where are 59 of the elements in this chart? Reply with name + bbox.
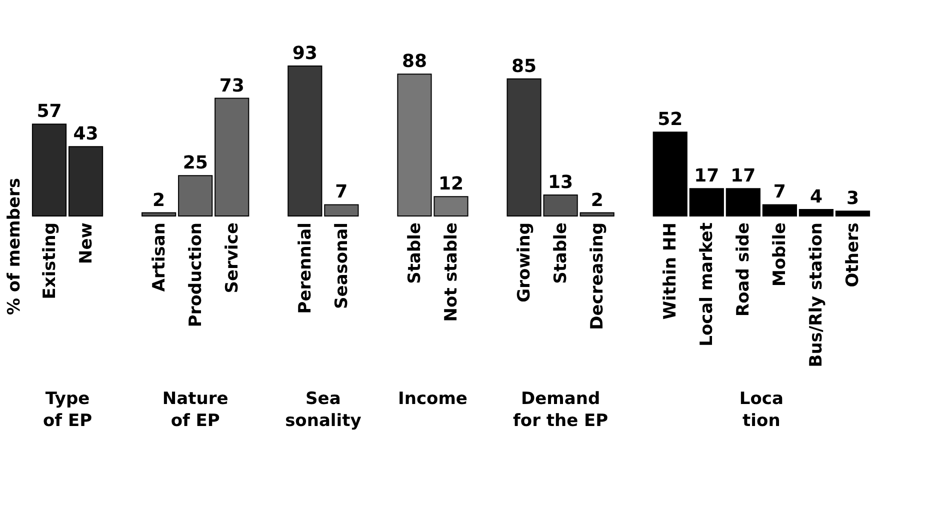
data-label: 17 [694, 166, 720, 187]
text: Type of EP [42, 389, 92, 431]
data-label: 85 [512, 56, 537, 77]
x-tick-label: Production [186, 222, 206, 328]
x-tick-label: Not stable [442, 222, 462, 322]
data-label: 25 [182, 152, 208, 174]
bar [580, 212, 614, 216]
x-tick-label: Road side [734, 222, 754, 316]
x-tick-label: Local market [697, 222, 718, 346]
bar [324, 204, 359, 216]
bar [543, 194, 578, 216]
x-tick-label: Service [222, 222, 242, 294]
data-label: 93 [292, 43, 318, 64]
data-label: 12 [438, 174, 464, 195]
data-label: 73 [219, 75, 244, 96]
data-label: 2 [590, 190, 604, 211]
y-axis-title: % of members [4, 178, 24, 316]
bar [178, 175, 213, 216]
data-label: 2 [152, 190, 166, 211]
text: Demand for the EP [512, 389, 608, 431]
text: Income [398, 389, 468, 409]
data-label: 17 [730, 166, 756, 187]
bar [798, 209, 834, 216]
bar [32, 124, 67, 216]
x-tick-label: Decreasing [588, 222, 608, 330]
text: Loca tion [739, 389, 784, 431]
bar [68, 146, 104, 216]
x-tick-label: Stable [404, 222, 425, 284]
x-tick-label: Existing [40, 222, 60, 300]
bar [689, 188, 724, 216]
x-tick-label: Stable [551, 222, 572, 284]
x-tick-label: Others [843, 222, 864, 288]
text: Nature of EP [162, 389, 228, 431]
x-tick-label: Bus/Rly station [806, 222, 827, 368]
x-tick-label: Growing [514, 222, 535, 302]
data-label: 7 [773, 182, 786, 203]
bar [506, 78, 542, 216]
bar [726, 188, 760, 216]
bar [835, 210, 870, 216]
x-tick-label: Perennial [295, 222, 316, 314]
data-label: 7 [335, 182, 348, 203]
x-tick-label: Seasonal [332, 222, 352, 309]
data-label: 88 [402, 51, 428, 72]
text: Sea sonality [285, 389, 362, 431]
data-label: 4 [810, 186, 822, 208]
x-tick-label: Artisan [149, 222, 170, 292]
data-label: 13 [548, 172, 574, 194]
data-label: 43 [73, 124, 98, 145]
data-label: 57 [36, 101, 62, 122]
data-label: 3 [846, 188, 860, 210]
x-tick-label: Mobile [770, 222, 790, 286]
bar [762, 204, 797, 216]
bar [214, 98, 250, 216]
x-tick-label: New [76, 222, 96, 264]
bar [652, 132, 688, 216]
bar [288, 66, 322, 216]
x-tick-label: Within HH [660, 222, 681, 320]
bar [142, 212, 176, 216]
data-label: 52 [658, 109, 683, 130]
